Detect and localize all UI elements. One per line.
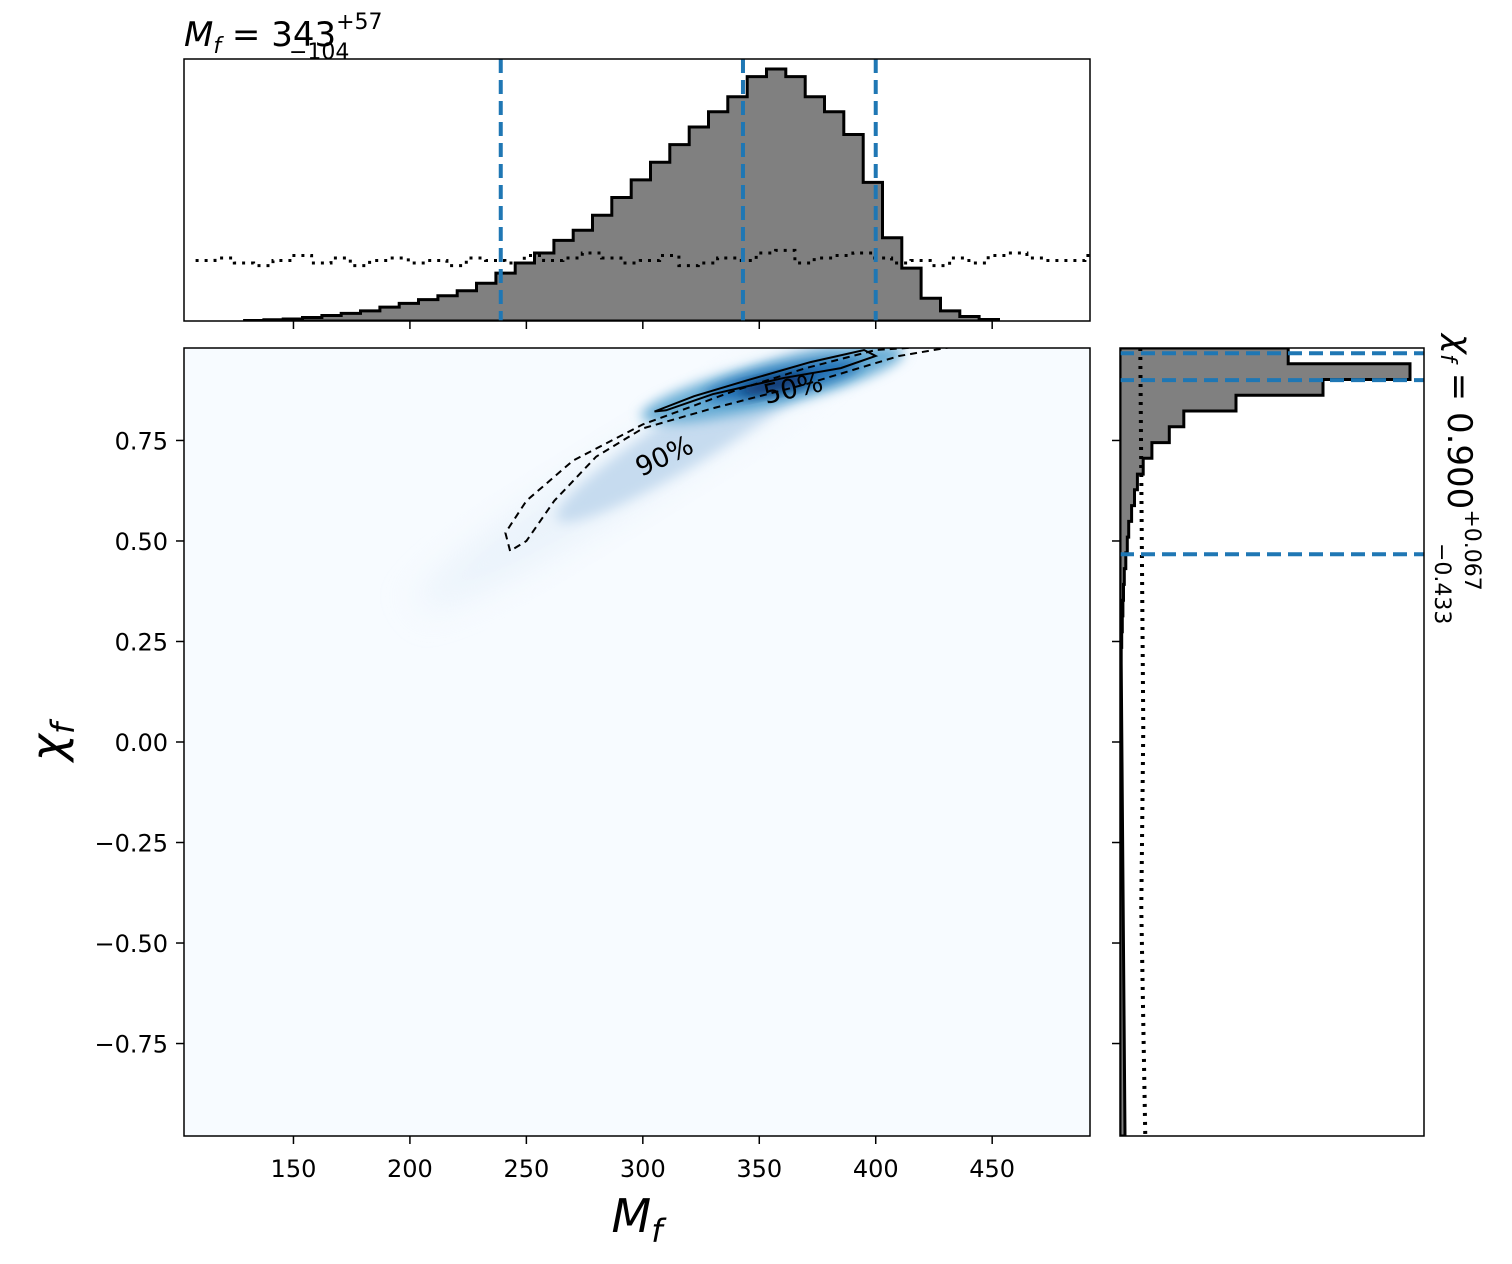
mf-prior-histogram <box>195 248 1090 268</box>
chi-marginal-ticks <box>1112 439 1120 1045</box>
y-tick-label: 0.75 <box>115 427 168 455</box>
y-tick-label: −0.50 <box>94 930 168 958</box>
mf-marginal-panel: Mf = 343+57 −104 <box>183 10 1091 329</box>
joint-posterior-panel: 50% 90% 150 200 250 300 350 400 450 0.750.500.… <box>21 347 1091 1250</box>
chi-marginal-panel: χf = 0.900+0.067−0.433 <box>1112 332 1484 1137</box>
chi-prior-line <box>1138 348 1148 1136</box>
y-axis-label: χf <box>21 718 82 764</box>
chi-posterior-histogram <box>1120 348 1412 1136</box>
x-tick-label: 250 <box>503 1155 549 1183</box>
y-tick-label: −0.75 <box>94 1031 168 1059</box>
x-tick-label: 150 <box>271 1155 317 1183</box>
y-tick-label: 0.50 <box>115 528 168 556</box>
contour-50 <box>654 348 879 413</box>
mf-marginal-frame <box>183 58 1091 322</box>
mf-credible-lines <box>498 59 878 321</box>
y-tick-label: −0.25 <box>94 830 168 858</box>
density-core <box>739 373 814 395</box>
joint-density-heatmap <box>415 348 904 609</box>
y-tick-label: 0.00 <box>115 729 168 757</box>
mf-marginal-ticks <box>292 321 993 329</box>
chi-credible-lines <box>1120 351 1424 557</box>
mf-posterior-histogram <box>243 67 1000 321</box>
x-tick-label: 200 <box>387 1155 433 1183</box>
x-tick-label: 300 <box>620 1155 666 1183</box>
x-axis: 150 200 250 300 350 400 450 <box>271 1136 1015 1183</box>
y-axis: 0.75 0.50 0.25 0.00 −0.25 −0.50 −0.75 <box>94 427 184 1059</box>
contour-90 <box>504 348 952 553</box>
x-tick-label: 350 <box>736 1155 782 1183</box>
mf-summary-title: Mf = 343+57 −104 <box>184 10 383 65</box>
chi-marginal-background <box>1120 348 1424 1136</box>
x-tick-label: 400 <box>853 1155 899 1183</box>
x-tick-label: 450 <box>969 1155 1015 1183</box>
y-tick-label: 0.25 <box>115 628 168 656</box>
chi-summary-title: χf = 0.900+0.067−0.433 <box>1429 332 1484 624</box>
x-axis-label: Mf <box>612 1189 668 1250</box>
